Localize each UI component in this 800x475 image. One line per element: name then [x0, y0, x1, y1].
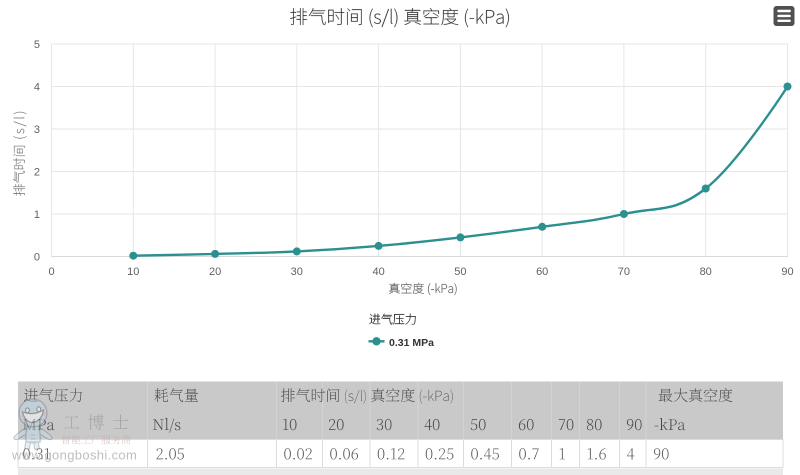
svg-text:5: 5	[34, 39, 40, 51]
svg-text:40: 40	[372, 266, 384, 278]
svg-text:70: 70	[618, 266, 630, 278]
svg-text:20: 20	[209, 266, 221, 278]
svg-text:60: 60	[536, 266, 548, 278]
svg-text:90: 90	[781, 266, 793, 278]
svg-text:80: 80	[700, 266, 712, 278]
svg-text:www.gongboshi.com: www.gongboshi.com	[11, 448, 137, 463]
svg-text:10: 10	[127, 266, 139, 278]
svg-text:3: 3	[34, 124, 40, 136]
svg-text:30: 30	[291, 266, 303, 278]
svg-text:1: 1	[34, 209, 40, 221]
svg-text:4: 4	[34, 82, 40, 94]
svg-text:50: 50	[454, 266, 466, 278]
svg-text:2: 2	[34, 167, 40, 179]
svg-text:0.31 MPa: 0.31 MPa	[389, 337, 434, 349]
svg-text:0: 0	[48, 266, 54, 278]
svg-text:0: 0	[34, 252, 40, 264]
